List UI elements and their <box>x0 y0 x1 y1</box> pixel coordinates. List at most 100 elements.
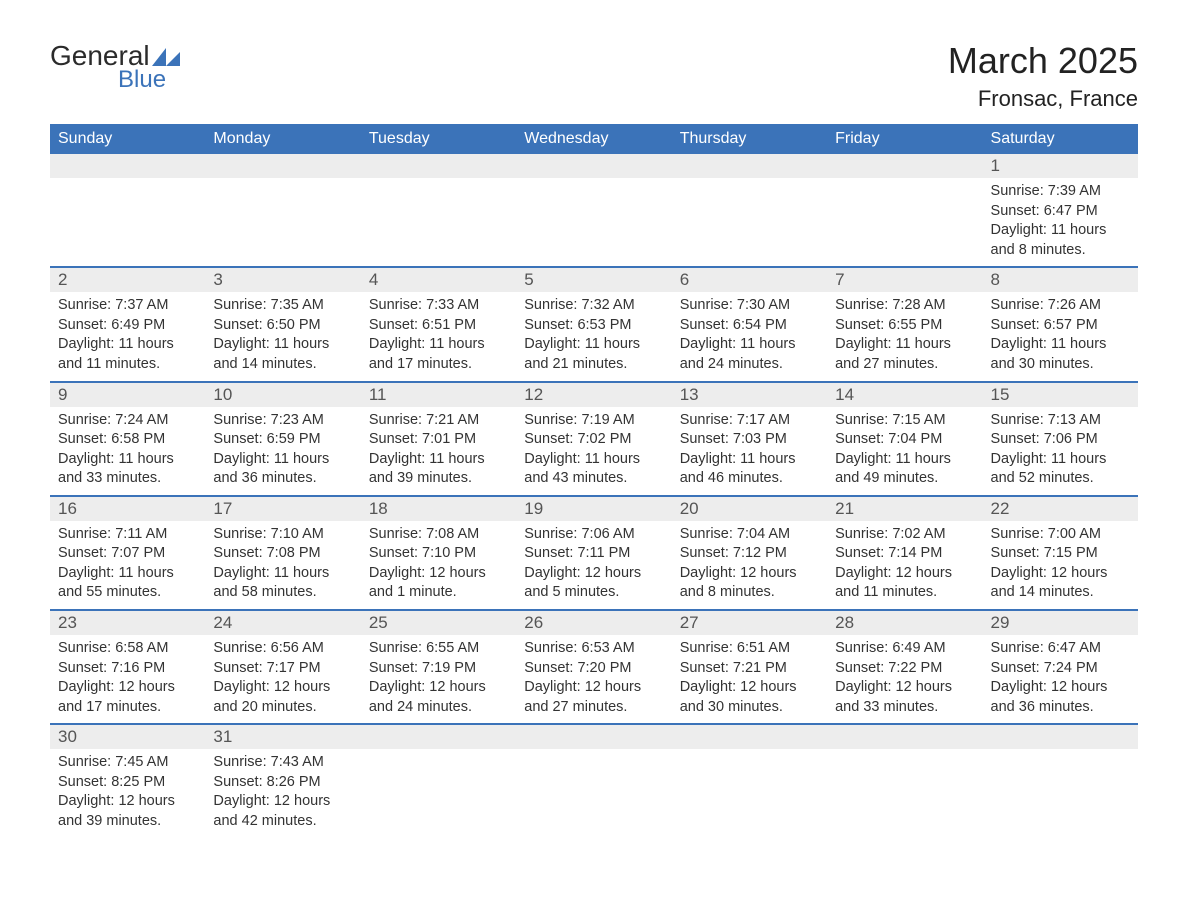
calendar-week-row: 1Sunrise: 7:39 AMSunset: 6:47 PMDaylight… <box>50 154 1138 267</box>
sunrise-line: Sunrise: 7:28 AM <box>835 296 974 316</box>
daylight-line: Daylight: 11 hours and 30 minutes. <box>991 335 1130 374</box>
calendar-cell: 13Sunrise: 7:17 AMSunset: 7:03 PMDayligh… <box>672 382 827 496</box>
calendar-cell: 20Sunrise: 7:04 AMSunset: 7:12 PMDayligh… <box>672 496 827 610</box>
day-number: 22 <box>983 497 1138 521</box>
logo-flag-icon <box>152 46 180 66</box>
sunrise-line: Sunrise: 7:35 AM <box>213 296 352 316</box>
daylight-line: Daylight: 11 hours and 21 minutes. <box>524 335 663 374</box>
calendar-cell: 3Sunrise: 7:35 AMSunset: 6:50 PMDaylight… <box>205 267 360 381</box>
sunset-line: Sunset: 7:10 PM <box>369 544 508 564</box>
day-details: Sunrise: 7:02 AMSunset: 7:14 PMDaylight:… <box>827 521 982 609</box>
day-number: 2 <box>50 268 205 292</box>
calendar-cell: 21Sunrise: 7:02 AMSunset: 7:14 PMDayligh… <box>827 496 982 610</box>
day-number: 28 <box>827 611 982 635</box>
day-header: Friday <box>827 124 982 154</box>
sunset-line: Sunset: 7:21 PM <box>680 659 819 679</box>
daylight-line: Daylight: 11 hours and 52 minutes. <box>991 450 1130 489</box>
day-number: 31 <box>205 725 360 749</box>
empty-daynum-strip <box>50 154 205 178</box>
sunset-line: Sunset: 7:01 PM <box>369 430 508 450</box>
empty-daynum-strip <box>361 725 516 749</box>
calendar-cell: 7Sunrise: 7:28 AMSunset: 6:55 PMDaylight… <box>827 267 982 381</box>
day-details: Sunrise: 7:04 AMSunset: 7:12 PMDaylight:… <box>672 521 827 609</box>
day-number: 8 <box>983 268 1138 292</box>
day-header: Sunday <box>50 124 205 154</box>
daylight-line: Daylight: 11 hours and 36 minutes. <box>213 450 352 489</box>
calendar-cell: 11Sunrise: 7:21 AMSunset: 7:01 PMDayligh… <box>361 382 516 496</box>
day-details: Sunrise: 7:06 AMSunset: 7:11 PMDaylight:… <box>516 521 671 609</box>
day-number: 24 <box>205 611 360 635</box>
day-details: Sunrise: 7:11 AMSunset: 7:07 PMDaylight:… <box>50 521 205 609</box>
daylight-line: Daylight: 12 hours and 14 minutes. <box>991 564 1130 603</box>
day-number: 15 <box>983 383 1138 407</box>
day-details: Sunrise: 7:43 AMSunset: 8:26 PMDaylight:… <box>205 749 360 837</box>
sunset-line: Sunset: 7:07 PM <box>58 544 197 564</box>
daylight-line: Daylight: 12 hours and 5 minutes. <box>524 564 663 603</box>
sunrise-line: Sunrise: 7:04 AM <box>680 525 819 545</box>
day-number: 25 <box>361 611 516 635</box>
day-details: Sunrise: 7:45 AMSunset: 8:25 PMDaylight:… <box>50 749 205 837</box>
sunset-line: Sunset: 6:55 PM <box>835 316 974 336</box>
day-details: Sunrise: 7:39 AMSunset: 6:47 PMDaylight:… <box>983 178 1138 266</box>
calendar-cell <box>205 154 360 267</box>
day-details: Sunrise: 7:26 AMSunset: 6:57 PMDaylight:… <box>983 292 1138 380</box>
day-details: Sunrise: 6:53 AMSunset: 7:20 PMDaylight:… <box>516 635 671 723</box>
daylight-line: Daylight: 12 hours and 20 minutes. <box>213 678 352 717</box>
title-location: Fronsac, France <box>948 86 1138 112</box>
day-details: Sunrise: 7:30 AMSunset: 6:54 PMDaylight:… <box>672 292 827 380</box>
sunrise-line: Sunrise: 7:39 AM <box>991 182 1130 202</box>
daylight-line: Daylight: 11 hours and 24 minutes. <box>680 335 819 374</box>
calendar-cell <box>827 724 982 837</box>
daylight-line: Daylight: 11 hours and 8 minutes. <box>991 221 1130 260</box>
day-details: Sunrise: 7:08 AMSunset: 7:10 PMDaylight:… <box>361 521 516 609</box>
day-details: Sunrise: 7:15 AMSunset: 7:04 PMDaylight:… <box>827 407 982 495</box>
calendar-cell <box>361 154 516 267</box>
sunset-line: Sunset: 6:59 PM <box>213 430 352 450</box>
day-number: 13 <box>672 383 827 407</box>
daylight-line: Daylight: 11 hours and 43 minutes. <box>524 450 663 489</box>
sunrise-line: Sunrise: 7:17 AM <box>680 411 819 431</box>
calendar-cell <box>361 724 516 837</box>
day-number: 26 <box>516 611 671 635</box>
calendar-cell: 25Sunrise: 6:55 AMSunset: 7:19 PMDayligh… <box>361 610 516 724</box>
day-number: 18 <box>361 497 516 521</box>
sunrise-line: Sunrise: 7:37 AM <box>58 296 197 316</box>
daylight-line: Daylight: 12 hours and 8 minutes. <box>680 564 819 603</box>
daylight-line: Daylight: 12 hours and 1 minute. <box>369 564 508 603</box>
calendar-cell: 30Sunrise: 7:45 AMSunset: 8:25 PMDayligh… <box>50 724 205 837</box>
sunrise-line: Sunrise: 7:11 AM <box>58 525 197 545</box>
daylight-line: Daylight: 12 hours and 39 minutes. <box>58 792 197 831</box>
empty-daynum-strip <box>516 154 671 178</box>
sunrise-line: Sunrise: 7:24 AM <box>58 411 197 431</box>
sunset-line: Sunset: 7:11 PM <box>524 544 663 564</box>
day-header: Monday <box>205 124 360 154</box>
calendar-cell: 4Sunrise: 7:33 AMSunset: 6:51 PMDaylight… <box>361 267 516 381</box>
calendar-cell <box>827 154 982 267</box>
empty-daynum-strip <box>983 725 1138 749</box>
sunrise-line: Sunrise: 7:02 AM <box>835 525 974 545</box>
title-block: March 2025 Fronsac, France <box>948 40 1138 112</box>
calendar-cell <box>50 154 205 267</box>
daylight-line: Daylight: 12 hours and 42 minutes. <box>213 792 352 831</box>
sunset-line: Sunset: 7:06 PM <box>991 430 1130 450</box>
sunset-line: Sunset: 6:47 PM <box>991 202 1130 222</box>
sunset-line: Sunset: 7:24 PM <box>991 659 1130 679</box>
sunset-line: Sunset: 7:17 PM <box>213 659 352 679</box>
day-details: Sunrise: 7:32 AMSunset: 6:53 PMDaylight:… <box>516 292 671 380</box>
day-header: Saturday <box>983 124 1138 154</box>
daylight-line: Daylight: 12 hours and 11 minutes. <box>835 564 974 603</box>
calendar-week-row: 16Sunrise: 7:11 AMSunset: 7:07 PMDayligh… <box>50 496 1138 610</box>
calendar-cell: 24Sunrise: 6:56 AMSunset: 7:17 PMDayligh… <box>205 610 360 724</box>
sunrise-line: Sunrise: 7:23 AM <box>213 411 352 431</box>
calendar-cell: 15Sunrise: 7:13 AMSunset: 7:06 PMDayligh… <box>983 382 1138 496</box>
calendar-cell <box>672 724 827 837</box>
daylight-line: Daylight: 12 hours and 27 minutes. <box>524 678 663 717</box>
sunrise-line: Sunrise: 7:45 AM <box>58 753 197 773</box>
calendar-cell: 26Sunrise: 6:53 AMSunset: 7:20 PMDayligh… <box>516 610 671 724</box>
sunrise-line: Sunrise: 7:26 AM <box>991 296 1130 316</box>
sunrise-line: Sunrise: 7:19 AM <box>524 411 663 431</box>
calendar-cell: 29Sunrise: 6:47 AMSunset: 7:24 PMDayligh… <box>983 610 1138 724</box>
daylight-line: Daylight: 11 hours and 27 minutes. <box>835 335 974 374</box>
calendar-week-row: 30Sunrise: 7:45 AMSunset: 8:25 PMDayligh… <box>50 724 1138 837</box>
day-details: Sunrise: 6:49 AMSunset: 7:22 PMDaylight:… <box>827 635 982 723</box>
